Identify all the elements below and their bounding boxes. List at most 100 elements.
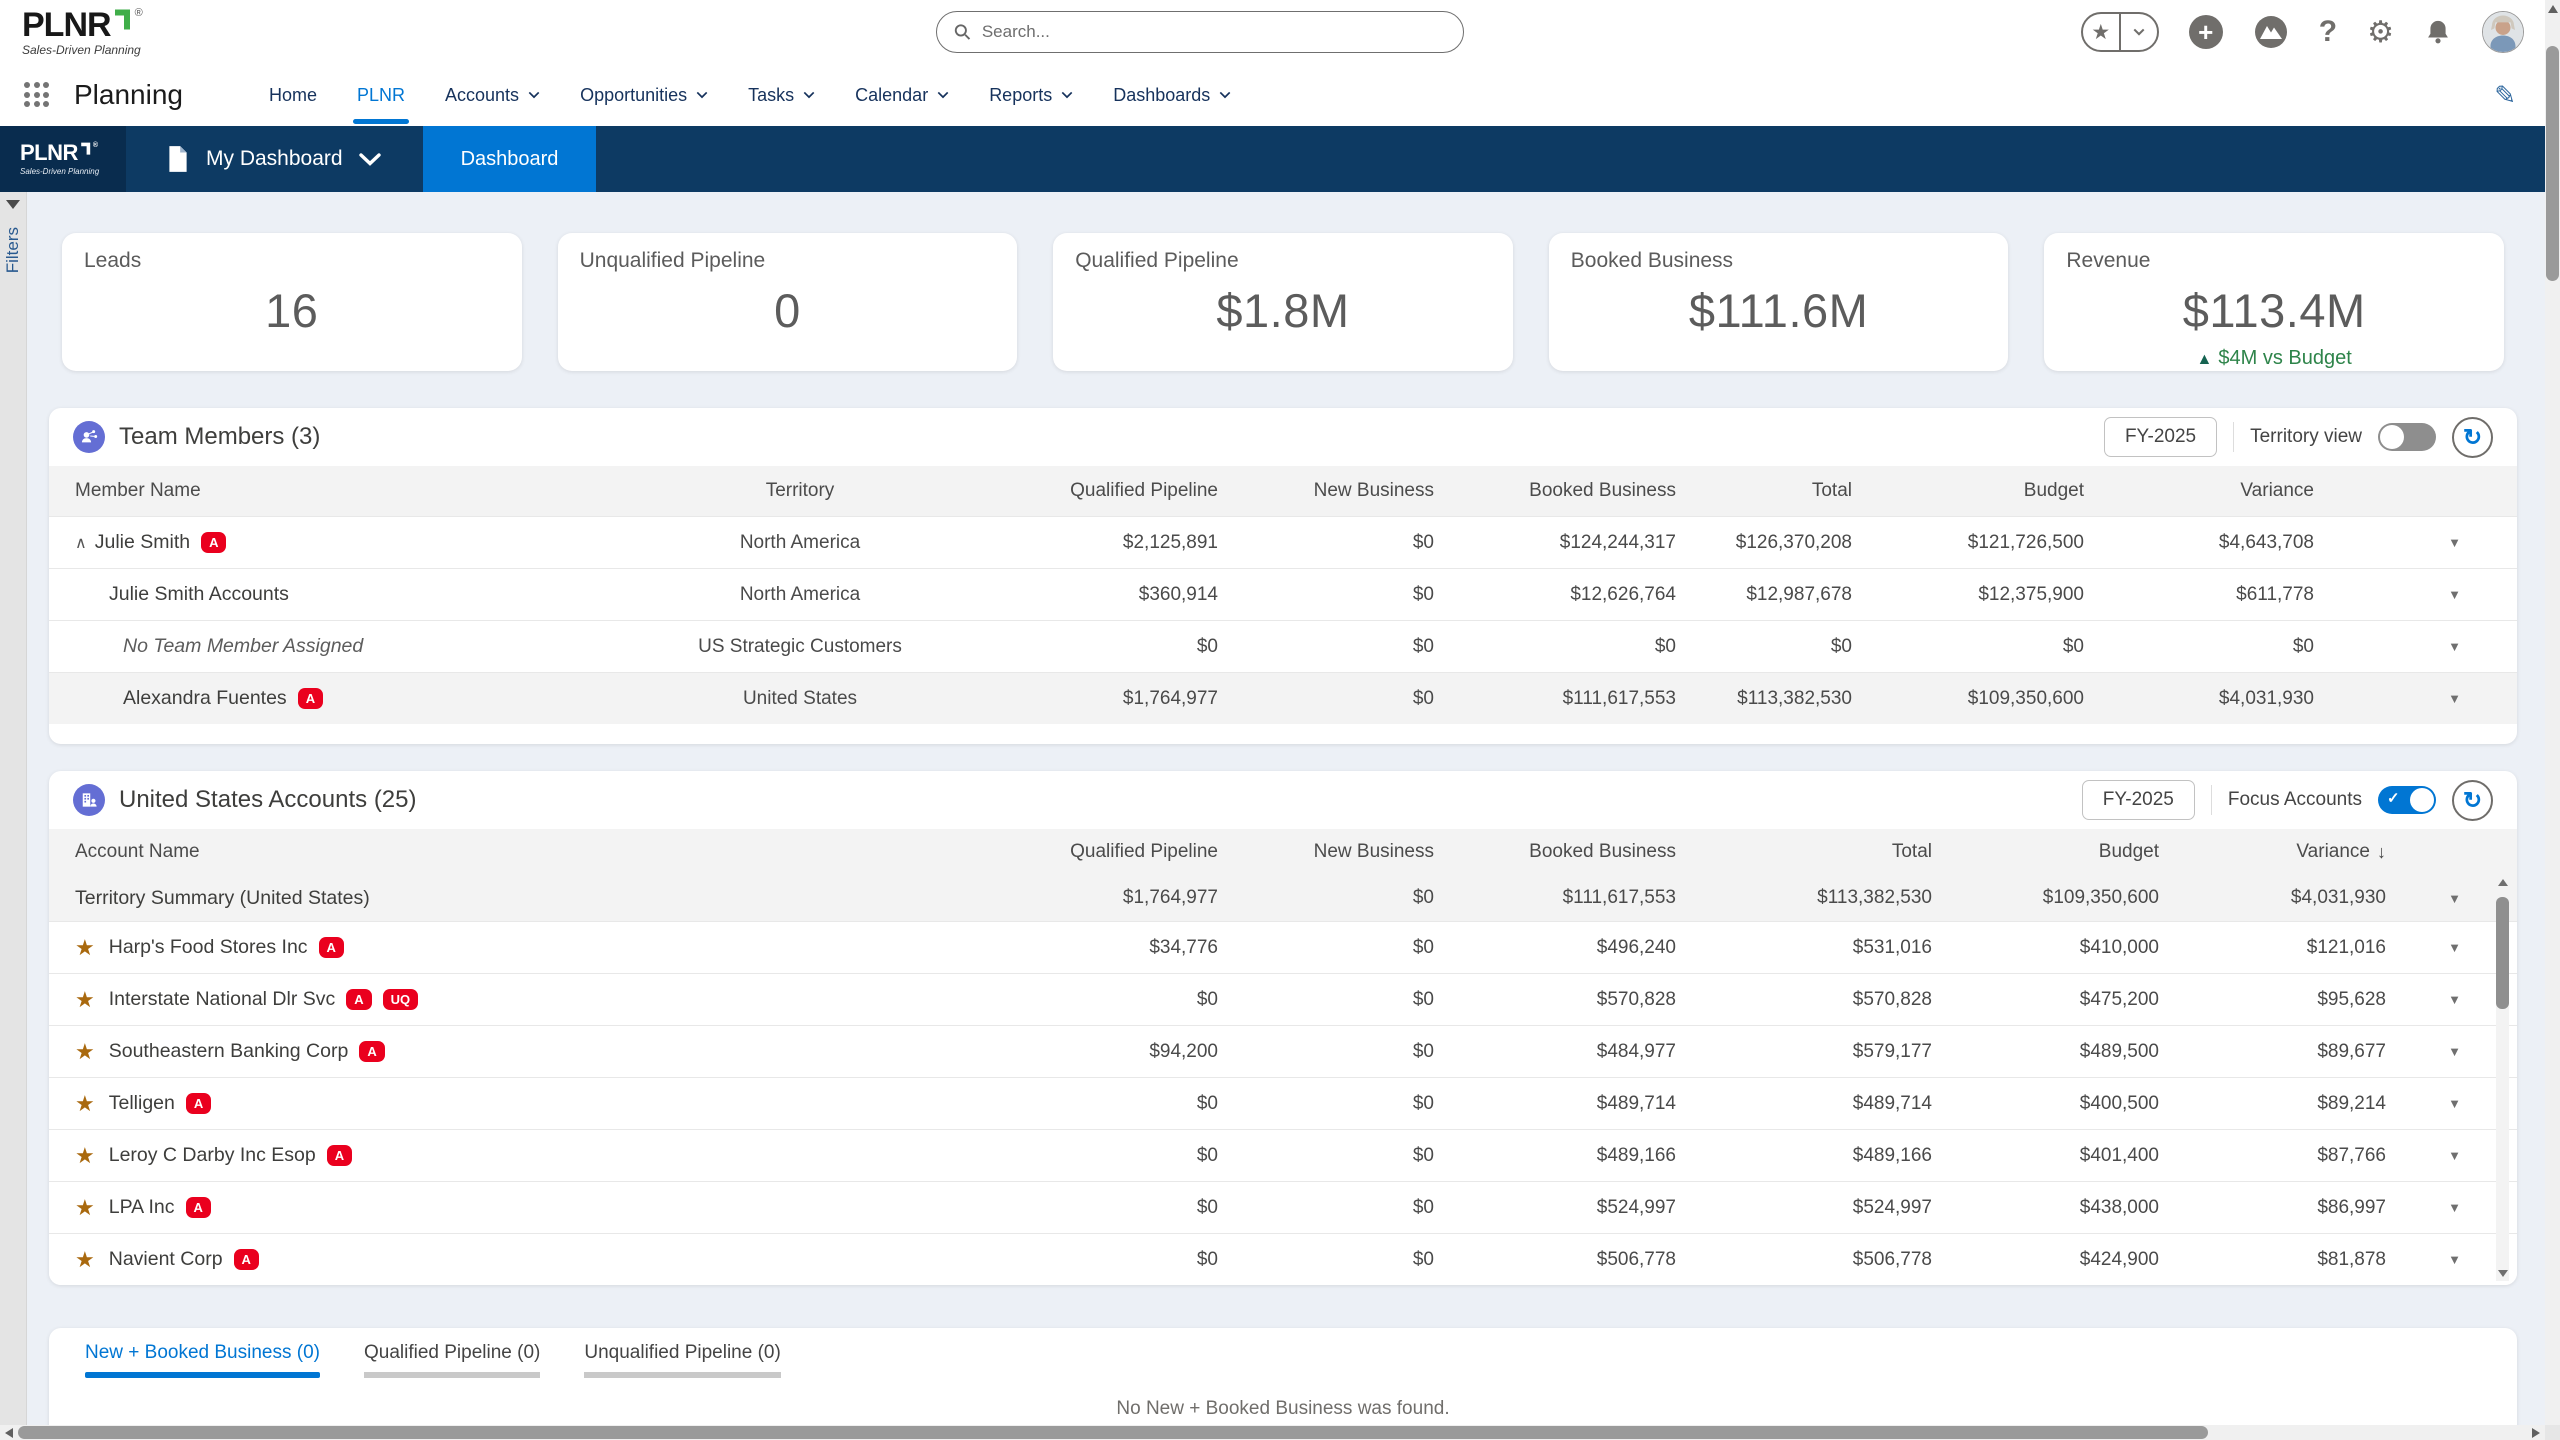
amount-cell: $570,828 <box>1434 989 1676 1011</box>
column-header[interactable]: New Business <box>1218 841 1434 863</box>
column-header[interactable]: Total <box>1676 841 1932 863</box>
accounts-fiscal-year-button[interactable]: FY-2025 <box>2082 780 2195 820</box>
favorites-control[interactable]: ★ <box>2081 12 2159 52</box>
scroll-right-arrow-icon[interactable] <box>2532 1428 2540 1438</box>
column-header[interactable]: Total <box>1676 480 1852 502</box>
dashboard-selector[interactable]: My Dashboard <box>166 126 381 192</box>
column-header[interactable]: Qualified Pipeline <box>965 841 1218 863</box>
column-header[interactable]: Account Name <box>75 841 965 863</box>
nav-tab-label: Accounts <box>445 85 519 106</box>
column-header[interactable]: Qualified Pipeline <box>965 480 1218 502</box>
focus-accounts-toggle[interactable]: ✓ <box>2378 786 2436 814</box>
nav-tab-dashboards[interactable]: Dashboards <box>1097 64 1247 126</box>
amount-cell: $81,878 <box>2159 1249 2386 1271</box>
row-actions-icon[interactable]: ▼ <box>2448 1252 2461 1267</box>
column-header[interactable]: Booked Business <box>1434 841 1676 863</box>
scroll-up-arrow-icon[interactable] <box>2498 879 2508 886</box>
nav-tab-opportunities[interactable]: Opportunities <box>564 64 724 126</box>
tab-dashboard[interactable]: Dashboard <box>423 126 597 192</box>
column-header[interactable]: New Business <box>1218 480 1434 502</box>
row-actions-icon[interactable]: ▼ <box>2448 891 2461 906</box>
page-vertical-scrollbar[interactable] <box>2545 0 2560 1425</box>
account-name[interactable]: Navient Corp <box>109 1248 223 1271</box>
row-actions-icon[interactable]: ▼ <box>2448 639 2461 654</box>
focus-star-icon[interactable]: ★ <box>75 989 95 1011</box>
column-header[interactable]: Booked Business <box>1434 480 1676 502</box>
amount-cell: $401,400 <box>1932 1145 2159 1167</box>
row-actions-icon[interactable]: ▼ <box>2448 1044 2461 1059</box>
amount-cell: $524,997 <box>1676 1197 1932 1219</box>
scroll-left-arrow-icon[interactable] <box>5 1428 13 1438</box>
column-header[interactable]: Variance <box>2084 480 2314 502</box>
page-horizontal-scrollbar[interactable] <box>0 1425 2545 1440</box>
accounts-refresh-button[interactable]: ↻ <box>2452 780 2493 821</box>
account-name[interactable]: Harp's Food Stores Inc <box>109 936 308 959</box>
account-name[interactable]: Leroy C Darby Inc Esop <box>109 1144 316 1167</box>
column-header[interactable]: Budget <box>1852 480 2084 502</box>
focus-star-icon[interactable]: ★ <box>75 1041 95 1063</box>
profile-avatar[interactable] <box>2482 11 2524 53</box>
global-search[interactable] <box>936 11 1464 53</box>
row-actions-icon[interactable]: ▼ <box>2448 1096 2461 1111</box>
bottom-tab-new-booked-business-0[interactable]: New + Booked Business (0) <box>85 1342 320 1386</box>
row-actions-icon[interactable]: ▼ <box>2448 535 2461 550</box>
edit-pencil-icon[interactable]: ✎ <box>2494 80 2516 111</box>
search-input[interactable] <box>982 22 1447 42</box>
setup-gear-icon[interactable]: ⚙ <box>2367 15 2394 50</box>
column-header[interactable]: Variance↓ <box>2159 841 2386 863</box>
global-add-icon[interactable]: + <box>2189 15 2223 49</box>
focus-star-icon[interactable]: ★ <box>75 1145 95 1167</box>
account-name[interactable]: LPA Inc <box>109 1196 175 1219</box>
account-name[interactable]: Telligen <box>109 1092 175 1115</box>
team-refresh-button[interactable]: ↻ <box>2452 417 2493 458</box>
member-name[interactable]: Julie Smith <box>95 531 190 554</box>
nav-tab-reports[interactable]: Reports <box>973 64 1089 126</box>
amount-cell: $1,764,977 <box>965 688 1218 710</box>
column-header[interactable]: Territory <box>635 480 965 502</box>
nav-tab-plnr[interactable]: PLNR <box>341 64 421 126</box>
column-header[interactable]: Member Name <box>75 480 635 502</box>
trailhead-icon[interactable] <box>2253 14 2289 50</box>
territory-view-toggle[interactable] <box>2378 423 2436 451</box>
favorite-star-icon[interactable]: ★ <box>2083 14 2119 50</box>
nav-tab-tasks[interactable]: Tasks <box>732 64 831 126</box>
nav-tab-accounts[interactable]: Accounts <box>429 64 556 126</box>
collapse-caret-icon[interactable]: ∧ <box>75 533 87 553</box>
focus-star-icon[interactable]: ★ <box>75 1093 95 1115</box>
row-actions-icon[interactable]: ▼ <box>2448 1148 2461 1163</box>
member-name[interactable]: No Team Member Assigned <box>123 635 363 658</box>
nav-tab-calendar[interactable]: Calendar <box>839 64 965 126</box>
scrollbar-thumb[interactable] <box>2546 46 2559 281</box>
member-name[interactable]: Julie Smith Accounts <box>109 583 289 606</box>
row-actions-icon[interactable]: ▼ <box>2448 940 2461 955</box>
help-icon[interactable]: ? <box>2319 15 2337 49</box>
team-fiscal-year-button[interactable]: FY-2025 <box>2104 417 2217 457</box>
bottom-tab-qualified-pipeline-0[interactable]: Qualified Pipeline (0) <box>364 1342 540 1386</box>
row-actions-icon[interactable]: ▼ <box>2448 992 2461 1007</box>
focus-star-icon[interactable]: ★ <box>75 937 95 959</box>
account-name[interactable]: Southeastern Banking Corp <box>109 1040 349 1063</box>
row-actions-icon[interactable]: ▼ <box>2448 587 2461 602</box>
scrollbar-thumb[interactable] <box>18 1426 2208 1439</box>
scroll-up-arrow-icon[interactable] <box>2548 5 2558 13</box>
accounts-panel: United States Accounts (25) FY-2025 Focu… <box>49 771 2517 1285</box>
scrollbar-thumb[interactable] <box>2496 897 2509 1009</box>
nav-tab-home[interactable]: Home <box>253 64 333 126</box>
bottom-tab-unqualified-pipeline-0[interactable]: Unqualified Pipeline (0) <box>584 1342 780 1386</box>
accounts-icon <box>73 784 105 816</box>
account-name[interactable]: Interstate National Dlr Svc <box>109 988 336 1011</box>
app-launcher-icon[interactable] <box>24 82 50 108</box>
focus-star-icon[interactable]: ★ <box>75 1249 95 1271</box>
collapse-arrow-icon[interactable] <box>6 200 20 209</box>
scroll-down-arrow-icon[interactable] <box>2498 1270 2508 1277</box>
row-actions-icon[interactable]: ▼ <box>2448 1200 2461 1215</box>
member-name[interactable]: Alexandra Fuentes <box>123 687 287 710</box>
notifications-bell-icon[interactable] <box>2424 18 2452 46</box>
row-actions-icon[interactable]: ▼ <box>2448 691 2461 706</box>
accounts-table-scrollbar[interactable] <box>2496 875 2509 1281</box>
favorites-chevron-icon[interactable] <box>2121 14 2157 50</box>
filters-rail[interactable]: Filters <box>0 192 27 1425</box>
focus-star-icon[interactable]: ★ <box>75 1197 95 1219</box>
column-header[interactable]: Budget <box>1932 841 2159 863</box>
amount-cell: $121,726,500 <box>1852 532 2084 554</box>
